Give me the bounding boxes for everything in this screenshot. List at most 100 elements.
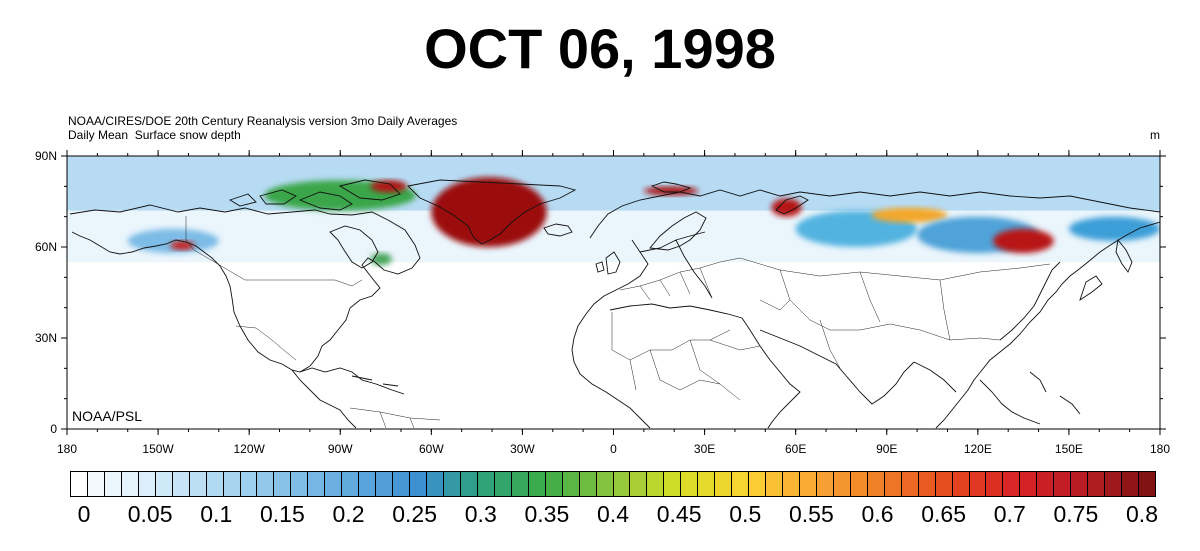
colorbar-swatch [1020, 472, 1038, 496]
longitude-labels: 180 150W 120W 90W 60W 30W 0 30E 60E 90E 120E 150E 18… [57, 442, 1170, 456]
colorbar-swatch [121, 472, 139, 496]
coastline-novaya-zemlya [775, 195, 809, 215]
colorbar-swatch [1088, 472, 1106, 496]
credit-label: NOAA/PSL [72, 408, 143, 424]
colorbar-swatch [308, 472, 326, 496]
map-title: OCT 06, 1998 [424, 17, 776, 80]
colorbar-swatch [545, 472, 563, 496]
snow-region-verkhoyansk-kolyma-peak [993, 228, 1054, 254]
colorbar-tick-label: 0.35 [524, 501, 570, 527]
colorbar-swatch [715, 472, 733, 496]
colorbar-tick-label: 0.75 [1053, 501, 1099, 527]
coastline-north-america [69, 204, 421, 429]
colorbar-swatch [393, 472, 411, 496]
colorbar-swatch [884, 472, 902, 496]
colorbar-swatch [766, 472, 784, 496]
lon-label: 150E [1055, 442, 1083, 456]
border-us-canada [185, 216, 363, 287]
colorbar-swatch [579, 472, 597, 496]
coastline-southeast-asia [979, 371, 1081, 425]
colorbar-swatch [104, 472, 122, 496]
colorbar-swatch [1071, 472, 1089, 496]
coastline-mediterranean [609, 303, 743, 319]
colorbar-swatch [155, 472, 173, 496]
colorbar-swatch [189, 472, 207, 496]
colorbar-swatch [562, 472, 580, 496]
colorbar-tick-label: 0.4 [597, 501, 629, 527]
colorbar-tick-label: 0.3 [464, 501, 497, 527]
colorbar-swatch [87, 472, 105, 496]
coastline-africa-east [741, 317, 801, 429]
colorbar-swatch [359, 472, 377, 496]
colorbar-swatch [783, 472, 800, 496]
coastline-arctic-islands [228, 179, 401, 211]
lon-label: 60E [785, 442, 806, 456]
colorbar-swatch [511, 472, 529, 496]
snow-region-novaya-zemlya [771, 198, 802, 217]
coastline-greenland [407, 179, 577, 245]
coastline-hudson-bay [329, 225, 379, 269]
lat-label: 60N [35, 240, 57, 254]
coastline-east-asia [999, 261, 1103, 341]
variable-subtitle: Daily Mean Surface snow depth [68, 128, 241, 142]
lon-label: 90W [328, 442, 353, 456]
coastlines [69, 179, 1160, 429]
colorbar-swatch [172, 472, 190, 496]
colorbar-swatch [816, 472, 834, 496]
colorbar-tick-label: 0.65 [921, 501, 967, 527]
colorbar-swatch [1054, 472, 1072, 496]
colorbar-tick-label: 0.5 [729, 501, 762, 527]
colorbar-swatch [613, 472, 631, 496]
colorbar-swatch [376, 472, 394, 496]
lon-label: 150W [142, 442, 174, 456]
colorbar-swatch [986, 472, 1004, 496]
colorbar-swatch [274, 472, 292, 496]
colorbar-tick-label: 0.7 [993, 501, 1026, 527]
snow-region-chukotka [1068, 216, 1160, 241]
colorbar-tick-label: 0.2 [332, 501, 365, 527]
coastline-svalbard [650, 181, 692, 193]
colorbar-swatch [1122, 472, 1140, 496]
lon-label: 30W [510, 442, 535, 456]
colorbar-swatch [460, 472, 478, 496]
lon-label: 0 [610, 442, 617, 456]
coastline-arabia-india [759, 329, 957, 405]
political-borders [185, 216, 1051, 429]
lon-label: 180 [1150, 442, 1170, 456]
lon-label: 60W [419, 442, 444, 456]
borders-africa [611, 312, 761, 401]
colorbar-swatch [240, 472, 258, 496]
colorbar-swatch [698, 472, 716, 496]
colorbar-swatch [935, 472, 953, 496]
colorbar-swatch [867, 472, 885, 496]
coastline-kamchatka [1115, 238, 1133, 273]
colorbar-tick-label: 0.6 [861, 501, 894, 527]
colorbar-swatch [1105, 472, 1123, 496]
colorbar-swatch [410, 472, 428, 496]
colorbar [70, 471, 1156, 497]
colorbar-swatch [1037, 472, 1055, 496]
lon-label: 120E [964, 442, 992, 456]
colorbar-swatch [596, 472, 614, 496]
colorbar-swatch [833, 472, 851, 496]
colorbar-swatch [443, 472, 461, 496]
colorbar-swatch [901, 472, 919, 496]
coastline-gulf-caribbean [299, 367, 405, 395]
dataset-subtitle: NOAA/CIRES/DOE 20th Century Reanalysis v… [68, 114, 458, 128]
colorbar-swatch [969, 472, 987, 496]
colorbar-tick-label: 0 [77, 501, 91, 527]
colorbar-tick-label: 0.8 [1126, 501, 1158, 527]
coastline-british-isles [595, 251, 621, 275]
lat-label: 0 [50, 422, 57, 436]
colorbar-swatch [732, 472, 750, 496]
axis-ticks [61, 150, 1166, 435]
colorbar-swatch [799, 472, 817, 496]
units-label: m [1150, 128, 1160, 142]
colorbar-swatch [325, 472, 343, 496]
colorbar-swatch [1139, 472, 1155, 496]
colorbar-tick-label: 0.25 [392, 501, 438, 527]
borders-south-america-north [349, 407, 441, 429]
colorbar-swatch [71, 472, 88, 496]
colorbar-swatch [952, 472, 970, 496]
colorbar-swatch [206, 472, 224, 496]
